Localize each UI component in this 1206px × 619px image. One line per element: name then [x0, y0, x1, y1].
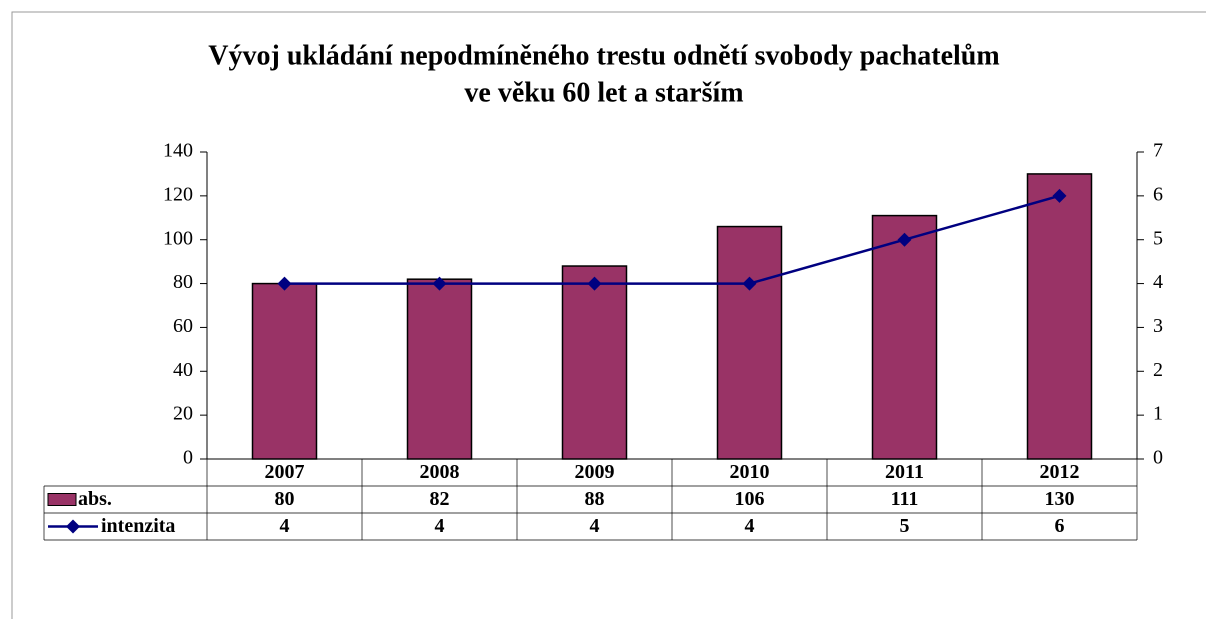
legend-label: intenzita [101, 515, 175, 537]
y-tick-label: 20 [173, 403, 193, 425]
table-value: 5 [900, 515, 910, 537]
x-tick-label: 2012 [1040, 461, 1080, 483]
x-tick-label: 2011 [885, 461, 924, 483]
y-tick-label: 100 [163, 227, 193, 249]
y2-tick-label: 0 [1153, 447, 1163, 469]
table-value: 111 [891, 488, 919, 510]
marker [277, 276, 292, 291]
legend-marker [66, 519, 80, 534]
y2-tick-label: 7 [1153, 140, 1163, 162]
x-tick-label: 2008 [420, 461, 460, 483]
y2-tick-label: 2 [1153, 359, 1163, 381]
table-value: 130 [1045, 488, 1075, 510]
table-value: 4 [280, 515, 290, 537]
table-value: 4 [590, 515, 600, 537]
bar [406, 278, 473, 460]
y-tick-label: 120 [163, 183, 193, 205]
bar [1026, 173, 1093, 460]
y-tick-label: 0 [183, 447, 193, 469]
x-tick-label: 2010 [730, 461, 770, 483]
legend-label: abs. [78, 488, 112, 510]
marker [1052, 188, 1067, 203]
chart-title: ve věku 60 let a starším [464, 77, 743, 108]
bar [561, 265, 628, 460]
marker [897, 232, 912, 247]
chart-title: Vývoj ukládání nepodmíněného trestu odně… [208, 40, 999, 71]
y2-tick-label: 5 [1153, 227, 1163, 249]
y2-tick-label: 1 [1153, 403, 1163, 425]
table-value: 4 [745, 515, 755, 537]
y-tick-label: 80 [173, 271, 193, 293]
marker [587, 276, 602, 291]
bar [871, 214, 938, 460]
x-tick-label: 2007 [265, 461, 305, 483]
table-value: 106 [735, 488, 765, 510]
y-tick-label: 140 [163, 140, 193, 162]
y2-tick-label: 4 [1153, 271, 1163, 293]
table-value: 82 [430, 488, 450, 510]
table-value: 80 [275, 488, 295, 510]
x-tick-label: 2009 [575, 461, 615, 483]
marker [742, 276, 757, 291]
table-value: 88 [585, 488, 605, 510]
bar [251, 282, 318, 460]
y2-tick-label: 6 [1153, 183, 1163, 205]
y-tick-label: 60 [173, 315, 193, 337]
line [284, 194, 1060, 285]
marker [432, 276, 447, 291]
bar [716, 225, 783, 460]
chart-frame [11, 11, 1206, 619]
y2-tick-label: 3 [1153, 315, 1163, 337]
y-tick-label: 40 [173, 359, 193, 381]
table-value: 6 [1055, 515, 1065, 537]
table-value: 4 [435, 515, 445, 537]
legend-swatch [47, 493, 77, 506]
